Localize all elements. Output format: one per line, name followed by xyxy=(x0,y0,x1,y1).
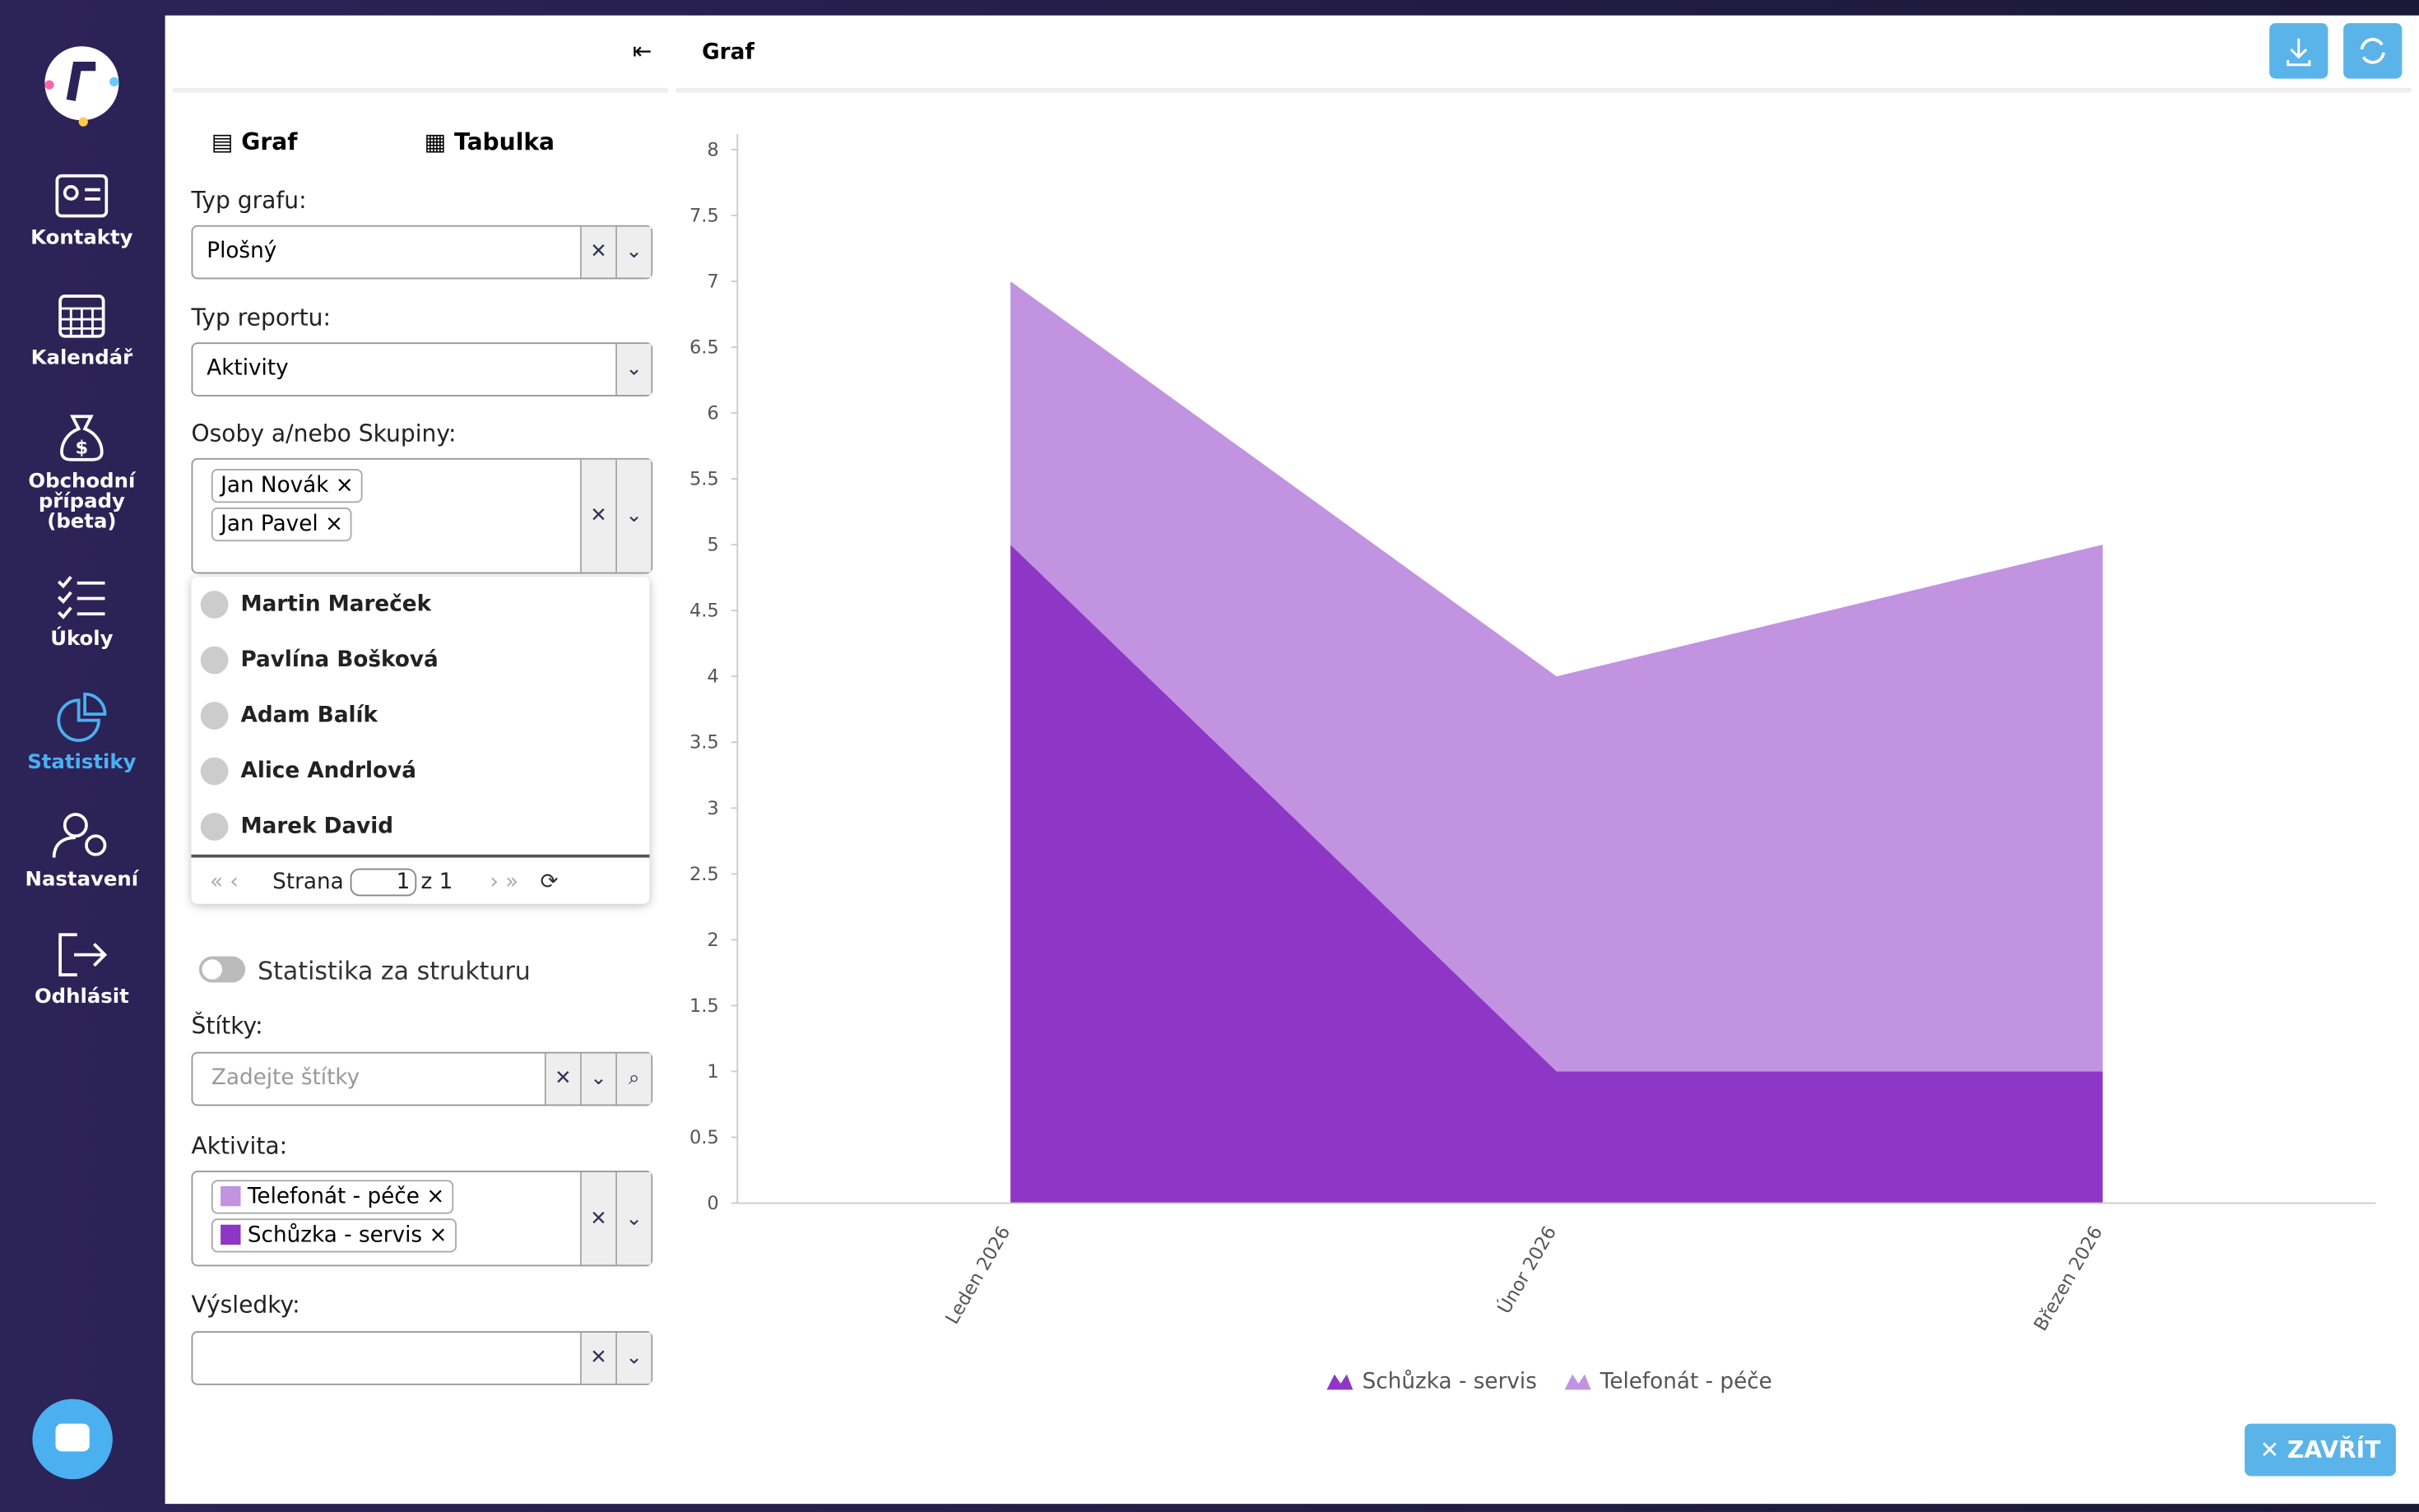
y-tick-label: 2 xyxy=(707,930,718,951)
nav-tasks[interactable]: Úkoly xyxy=(12,574,151,652)
x-tick-label: Leden 2026 xyxy=(941,1222,1014,1328)
close-button[interactable]: ✕ ZAVŘÍT xyxy=(2245,1423,2396,1477)
close-label: ZAVŘÍT xyxy=(2287,1435,2381,1464)
nav-label: Nastavení xyxy=(25,868,139,892)
chip-label: Schůzka - servis xyxy=(247,1222,423,1248)
nav-label: Statistiky xyxy=(27,751,137,775)
legend-icon xyxy=(1564,1374,1591,1390)
select[interactable]: Aktivity ⌄ xyxy=(191,342,653,397)
logo xyxy=(44,46,119,127)
select-value: Aktivity xyxy=(207,356,289,382)
nav-label: Kontakty xyxy=(30,226,133,250)
chip-label: Jan Novák xyxy=(221,473,329,499)
chip[interactable]: Schůzka - servis × xyxy=(211,1218,457,1253)
tag-input[interactable]: Zadejte štítky ✕ ⌄ ⌕ xyxy=(191,1051,653,1106)
tab-label: Tabulka xyxy=(454,128,555,156)
nav-contacts[interactable]: Kontakty xyxy=(12,173,151,248)
header-title: Graf xyxy=(702,39,754,65)
chip[interactable]: Jan Pavel × xyxy=(211,507,353,542)
legend-label: Telefonát - péče xyxy=(1600,1370,1772,1394)
y-tick-label: 1.5 xyxy=(689,995,719,1017)
nav-label: Odhlásit xyxy=(34,986,129,1009)
y-tick-label: 8 xyxy=(707,139,718,160)
multi-select[interactable]: Telefonát - péče × Schůzka - servis × ✕ ⌄ xyxy=(191,1171,653,1267)
divider xyxy=(676,87,2412,93)
pager-label: Strana xyxy=(272,870,344,895)
select[interactable]: ✕ ⌄ xyxy=(191,1331,653,1385)
nav-calendar[interactable]: Kalendář xyxy=(12,293,151,369)
pager: « ‹ Strana 1 z 1 › » ⟳ xyxy=(191,854,650,907)
option-label: Marek David xyxy=(240,814,394,839)
x-tick-label: Březen 2026 xyxy=(2030,1222,2107,1334)
page-input[interactable]: 1 xyxy=(350,868,416,897)
collapse-button[interactable]: ⇤ xyxy=(632,37,652,65)
chip[interactable]: Telefonát - péče × xyxy=(211,1180,454,1214)
field-label: Štítky: xyxy=(191,1012,263,1040)
option[interactable]: Marek David xyxy=(192,799,650,855)
option[interactable]: Pavlína Bošková xyxy=(192,633,650,689)
y-tick-label: 1 xyxy=(707,1061,718,1083)
field-label: Výsledky: xyxy=(191,1291,300,1320)
option[interactable]: Adam Balík xyxy=(192,688,650,744)
y-tick-label: 6 xyxy=(707,403,718,424)
y-tick-label: 0 xyxy=(707,1193,718,1214)
download-button[interactable] xyxy=(2269,23,2328,79)
nav-deals[interactable]: $ Obchodní případy (beta) xyxy=(12,410,151,532)
tab[interactable]: ▤ Graf xyxy=(211,128,298,156)
y-tick-label: 0.5 xyxy=(689,1127,719,1148)
field-label: Typ grafu: xyxy=(191,186,307,215)
chart: 0 0.5 1 1.5 2 2.5 3 3.5 4 4.5 5 5.5 6 6.5 7 7.5 8 Leden 2… xyxy=(689,134,2376,1394)
option[interactable]: Alice Andrlová xyxy=(192,744,650,800)
select[interactable]: Plošný ✕ ⌄ xyxy=(191,225,653,280)
y-tick-label: 4 xyxy=(707,666,718,688)
area xyxy=(1010,545,2103,1204)
divider xyxy=(173,87,668,93)
chat-button[interactable] xyxy=(32,1398,113,1480)
nav-stats[interactable]: Statistiky xyxy=(12,691,151,772)
chip-label: Telefonát - péče xyxy=(247,1185,420,1209)
y-tick-label: 7.5 xyxy=(689,205,719,226)
nav-settings[interactable]: Nastavení xyxy=(12,811,151,890)
field-label: Typ reportu: xyxy=(191,304,331,332)
option-label: Martin Mareček xyxy=(240,592,432,617)
y-tick-label: 6.5 xyxy=(689,336,719,358)
refresh-button[interactable] xyxy=(2343,23,2403,79)
main-panel: ⇤ Graf ▤ Graf ▦ Tabulka Typ grafu: Plošn… xyxy=(165,15,2419,1505)
chip[interactable]: Jan Novák × xyxy=(211,469,364,503)
nav-logout[interactable]: Odhlásit xyxy=(12,932,151,1009)
chip-label: Jan Pavel xyxy=(221,512,318,537)
svg-text:$: $ xyxy=(76,437,89,458)
y-tick-label: 7 xyxy=(707,271,718,292)
legend-icon xyxy=(1326,1374,1353,1390)
y-tick-label: 3.5 xyxy=(689,732,719,754)
y-tick-label: 2.5 xyxy=(689,864,719,885)
option-label: Pavlína Bošková xyxy=(240,647,439,673)
x-tick-label: Únor 2026 xyxy=(1493,1222,1561,1317)
select-value: Plošný xyxy=(207,239,277,264)
option-label: Adam Balík xyxy=(240,703,378,728)
nav-label: Obchodní případy (beta) xyxy=(28,470,136,534)
y-tick-label: 4.5 xyxy=(689,601,719,622)
field-label: Aktivita: xyxy=(191,1132,288,1160)
nav-label: Úkoly xyxy=(50,628,114,652)
pager-label: z 1 xyxy=(420,870,453,895)
dropdown: Martin Mareček Pavlína Bošková Adam Balí… xyxy=(191,577,650,907)
toggle-label: Statistika za strukturu xyxy=(258,956,531,986)
y-tick-label: 3 xyxy=(707,798,718,819)
option[interactable]: Martin Mareček xyxy=(192,577,650,633)
option-label: Alice Andrlová xyxy=(240,758,416,784)
tab[interactable]: ▦ Tabulka xyxy=(424,128,555,156)
toggle[interactable] xyxy=(198,956,246,983)
field-label: Osoby a/nebo Skupiny: xyxy=(191,420,457,448)
y-tick-label: 5.5 xyxy=(689,469,719,490)
placeholder: Zadejte štítky xyxy=(211,1065,360,1091)
multi-select[interactable]: Jan Novák × Jan Pavel × ✕ ⌄ xyxy=(191,457,653,574)
tab-label: Graf xyxy=(241,128,298,156)
nav-label: Kalendář xyxy=(30,346,133,370)
legend-label: Schůzka - servis xyxy=(1363,1370,1537,1394)
y-tick-label: 5 xyxy=(707,535,718,556)
